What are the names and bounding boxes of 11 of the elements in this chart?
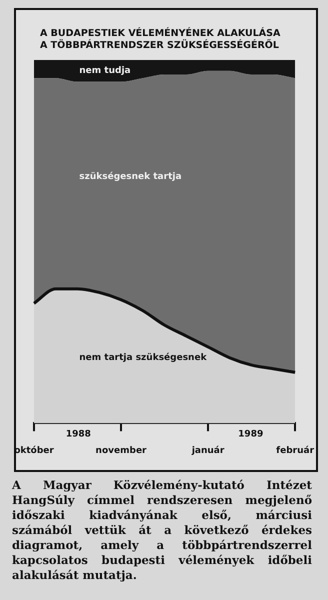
x-tick-label: október: [14, 444, 54, 456]
series-label: nem tudja: [79, 66, 131, 76]
chart-title: A BUDAPESTIEK VÉLEMÉNYÉNEK ALAKULÁSA A TÖBBPÁRTRENDSZER SZÜKSÉGESSÉGÉRŐL: [40, 28, 282, 52]
text: A Magyar Közvélemény-kutató Intézet HangSúly címmel rendszeresen megjelenő időszaki kiadványának első, márciusi számából vettük át a következő érdekes diagramot, amely a többpártrendszerrel kapcsolatos budapesti vélemények időbeli alakulását mutatja.: [12, 478, 312, 583]
series-label: szükségesnek tartja: [79, 170, 182, 182]
x-tick-label: november: [96, 446, 148, 456]
x-tick-label: február: [276, 444, 315, 456]
text: 1988: [66, 430, 91, 440]
text: 1989: [238, 430, 264, 440]
x-tick-label: január: [190, 444, 225, 456]
series-label: nem tartja szükségesnek: [79, 352, 208, 364]
